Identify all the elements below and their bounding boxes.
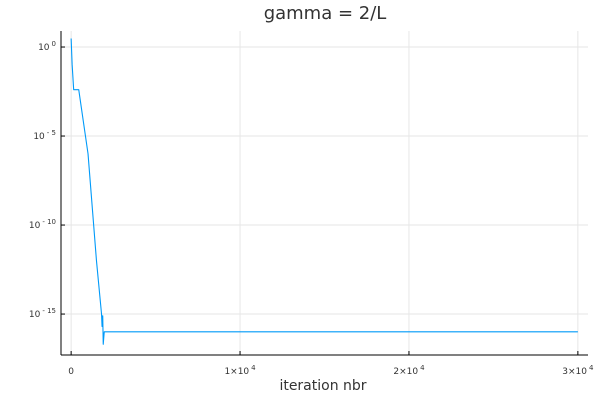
y-tick-label: 10- 5 [33,129,56,142]
chart-title: gamma = 2/L [264,3,387,24]
x-tick-label: 1×10 4 [224,364,256,377]
x-tick-label: 3×10 4 [562,364,594,377]
y-tick-label: 10- 10 [29,218,56,231]
axes [60,31,588,356]
series-line [70,38,578,345]
y-tick-label: 10 0 [38,40,56,53]
y-tick-label: 10- 15 [29,307,56,320]
x-tick-label: 2×10 4 [393,364,425,377]
x-ticks: 0 1×10 4 2×10 4 3×10 4 [68,351,594,377]
x-tick-label: 0 [68,367,74,377]
grid [61,31,588,355]
y-ticks: 10 0 10- 5 10- 10 10- 15 [29,40,65,320]
series-layer [70,38,578,345]
x-axis-label: iteration nbr [279,378,366,394]
